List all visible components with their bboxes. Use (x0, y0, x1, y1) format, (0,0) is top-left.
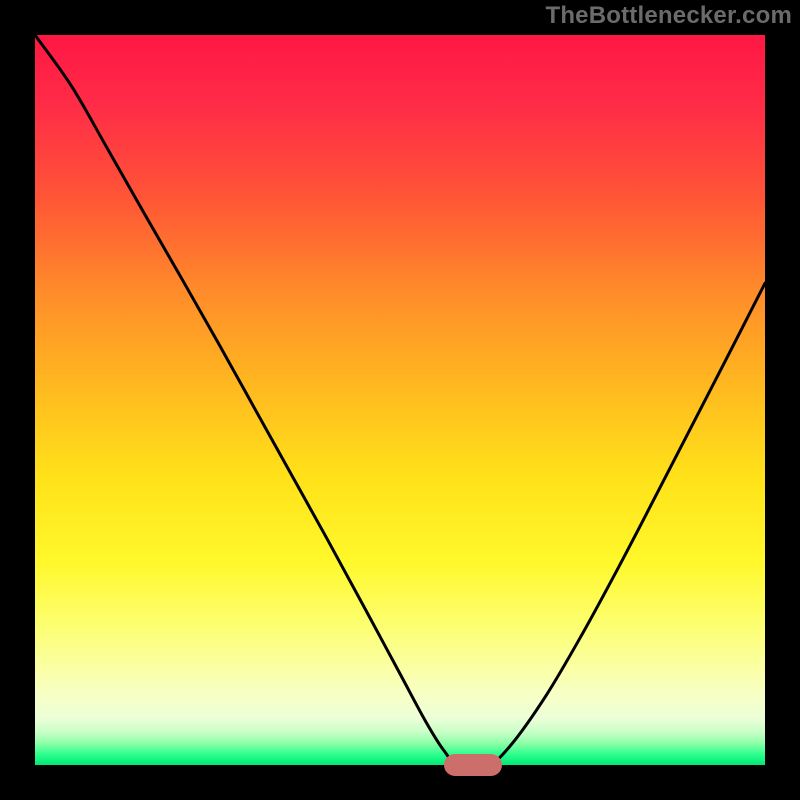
bottleneck-curve-path (35, 35, 765, 767)
chart-root: TheBottlenecker.com (0, 0, 800, 800)
optimal-point-marker (444, 754, 502, 776)
watermark-text: TheBottlenecker.com (545, 2, 792, 30)
bottleneck-curve (0, 0, 800, 800)
